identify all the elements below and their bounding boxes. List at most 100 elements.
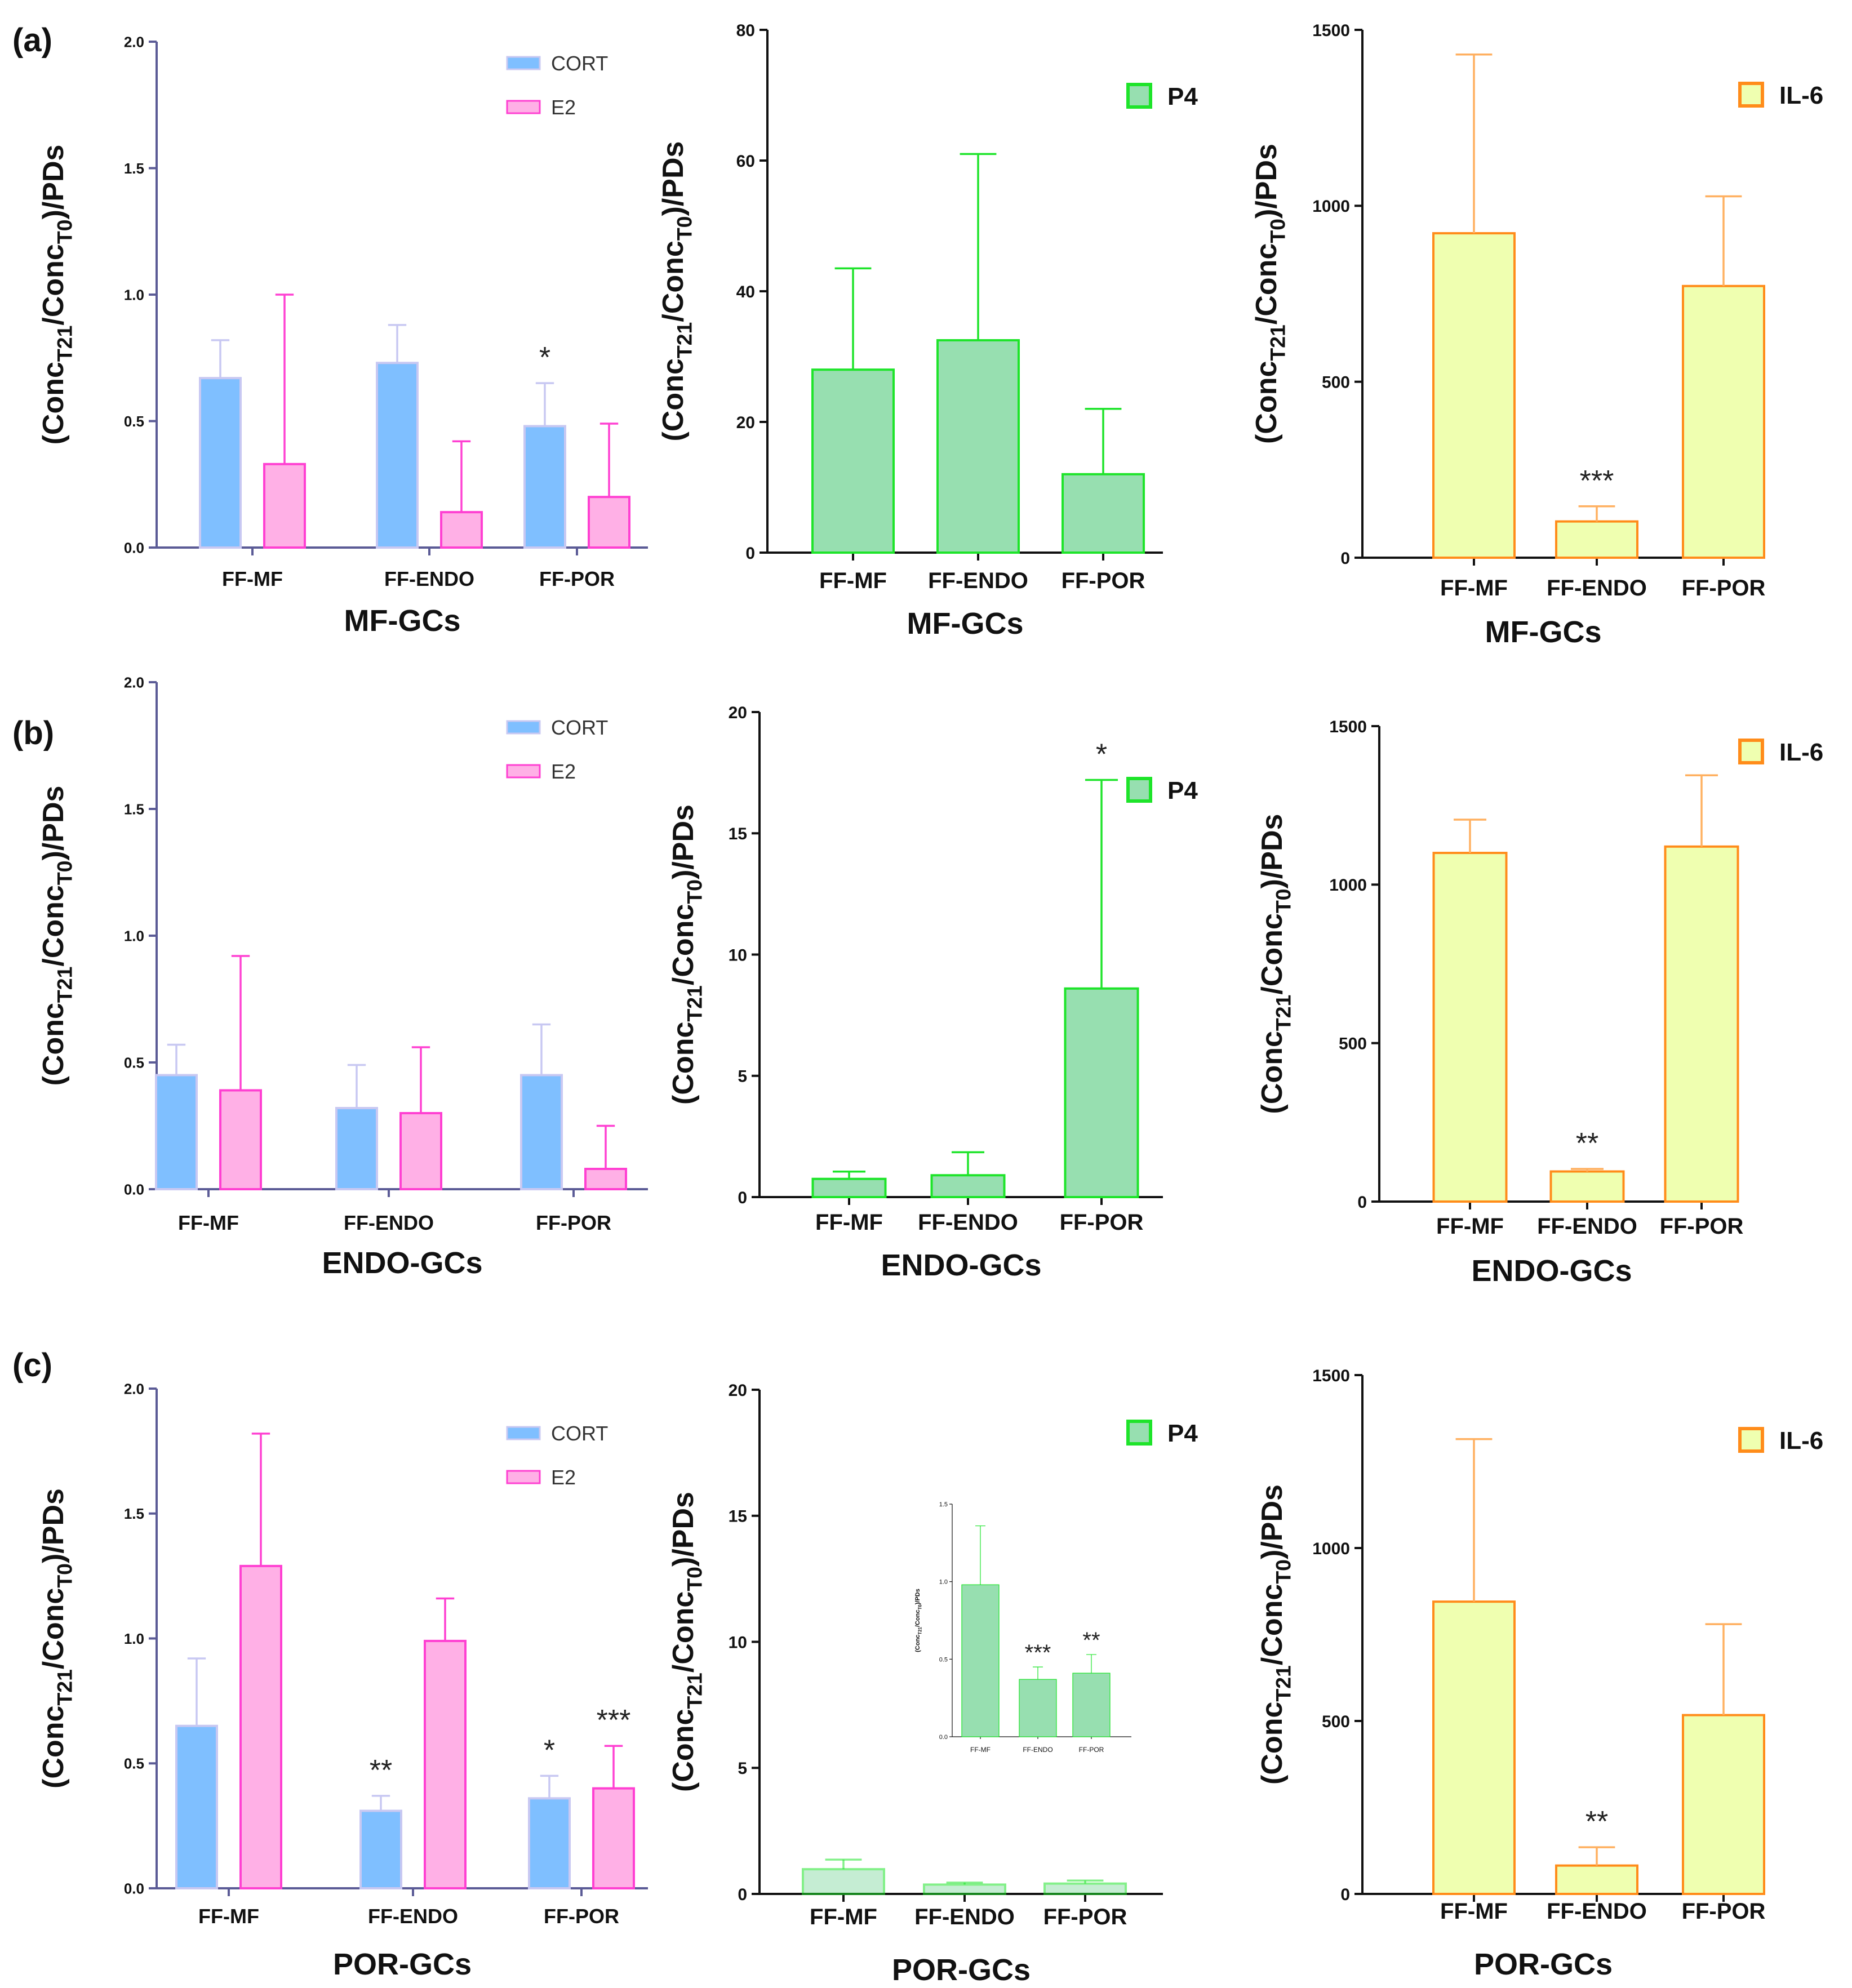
x-tick-label: FF-MF (178, 1211, 239, 1234)
x-tick-label: FF-ENDO (1547, 1899, 1647, 1924)
chart-c-il6: 0 500 1000 1500 FF-MF FF-ENDO FF-POR (ConcT21/C… (1256, 1367, 1823, 1981)
bar-P4-FF-MF (811, 1177, 887, 1198)
y-tick-label: 2.0 (124, 674, 144, 691)
bar-CORT-FF-MF (175, 1724, 218, 1890)
x-tick-label: FF-POR (1060, 1210, 1144, 1235)
bar-CORT-FF-POR (520, 1074, 563, 1190)
bar-E2-FF-POR (592, 1787, 635, 1890)
y-tick-label: 1000 (1329, 876, 1367, 895)
y-tick-label: 0.5 (939, 1656, 948, 1663)
legend-swatch-P4 (1126, 83, 1152, 109)
bar-CORT-FF-MF (155, 1074, 198, 1190)
y-tick-label: 1.0 (124, 1630, 144, 1647)
legend-swatch-P4 (1126, 1420, 1152, 1446)
bar-P4-FF-ENDO (1019, 1679, 1057, 1737)
significance-mark: *** (1580, 465, 1614, 497)
y-tick-label: 1.0 (124, 927, 144, 944)
chart-a-il6: 0 500 1000 1500 FF-MF FF-ENDO FF-POR (ConcT21/C… (1250, 21, 1823, 649)
chart-b-il6: 0 500 1000 1500 FF-MF FF-ENDO FF-POR (ConcT21/C… (1256, 718, 1823, 1288)
y-tick-label: 500 (1322, 1713, 1350, 1731)
legend-label-IL-6: IL-6 (1779, 739, 1823, 766)
y-tick-label: 500 (1322, 373, 1350, 392)
bar-E2-FF-ENDO (424, 1639, 467, 1890)
x-axis-label: POR-GCs (333, 1947, 472, 1981)
x-tick-label: FF-ENDO (1537, 1214, 1637, 1239)
y-tick-label: 500 (1339, 1034, 1367, 1053)
chart-c-p4: 0 5 10 15 20 FF-MF FF-ENDO FF-POR (ConcT21/ConcT… (667, 1381, 1198, 1987)
y-tick-label: 0 (738, 1885, 747, 1904)
legend-swatch-CORT (506, 56, 541, 70)
legend-swatch-E2 (506, 1470, 541, 1484)
legend-label-CORT: CORT (551, 52, 608, 75)
legend: IL-6 (1738, 739, 1823, 766)
bar-P4-FF-ENDO (936, 339, 1020, 554)
legend-swatch-CORT (506, 720, 541, 735)
x-tick-label: FF-POR (1062, 568, 1145, 593)
x-tick-label: FF-ENDO (1547, 576, 1647, 601)
y-tick-label: 1.5 (939, 1501, 948, 1508)
y-tick-label: 1.5 (124, 800, 144, 817)
significance-mark: *** (1025, 1640, 1051, 1665)
bar-IL-6-FF-MF (1432, 852, 1508, 1203)
y-axis-label: (ConcT21/ConcT0)/PDs (667, 1492, 707, 1792)
y-tick-label: 2.0 (124, 1380, 144, 1397)
y-axis-label: (ConcT21/ConcT0)/PDs (667, 804, 707, 1105)
y-axis-label: (ConcT21/ConcT0)/PDs (657, 141, 696, 442)
legend-label-CORT: CORT (551, 1422, 608, 1445)
significance-mark: ** (1082, 1628, 1100, 1653)
y-tick-label: 1500 (1329, 718, 1367, 736)
bar-E2-FF-MF (263, 462, 306, 549)
bar-E2-FF-POR (584, 1168, 627, 1190)
chart-b-p4: 0 5 10 15 20 FF-MF FF-ENDO FF-POR (ConcT21/ConcT… (667, 704, 1198, 1282)
x-axis-label: POR-GCs (1474, 1947, 1613, 1981)
y-tick-label: 15 (729, 1507, 747, 1526)
y-tick-label: 1.5 (124, 160, 144, 177)
legend-swatch-IL-6 (1738, 1427, 1764, 1453)
bar-P4-FF-POR (1072, 1673, 1111, 1737)
y-tick-label: 0 (745, 544, 755, 563)
y-tick-label: 20 (729, 1381, 747, 1400)
legend: P4 (1126, 1420, 1198, 1447)
legend: CORT E2 (506, 1422, 608, 1489)
legend: P4 (1126, 777, 1198, 804)
y-tick-label: 1500 (1312, 21, 1350, 40)
x-tick-label: FF-POR (1682, 576, 1766, 601)
x-tick-label: FF-MF (198, 1905, 259, 1928)
y-tick-label: 0 (1357, 1193, 1367, 1212)
y-tick-label: 80 (736, 21, 755, 40)
x-tick-label: FF-POR (1079, 1746, 1104, 1754)
x-axis-label: MF-GCs (1485, 615, 1602, 649)
bar-CORT-FF-MF (199, 377, 242, 549)
legend-swatch-CORT (506, 1426, 541, 1440)
y-tick-label: 10 (729, 946, 747, 964)
significance-mark: ** (370, 1754, 392, 1787)
chart-c-steroids: 0.0 0.5 1.0 1.5 2.0 FF-MF FF-ENDO FF-POR (ConcT2… (37, 1380, 648, 1981)
x-tick-label: FF-MF (1436, 1214, 1504, 1239)
legend: P4 (1126, 83, 1198, 110)
y-tick-label: 0 (1340, 549, 1350, 568)
legend: IL-6 (1738, 1427, 1823, 1455)
x-axis-label: ENDO-GCs (1471, 1254, 1632, 1288)
legend-label-CORT: CORT (551, 716, 608, 739)
legend-label-IL-6: IL-6 (1779, 82, 1823, 109)
bar-IL-6-FF-ENDO (1549, 1170, 1625, 1203)
legend-swatch-P4 (1126, 777, 1152, 803)
x-tick-label: FF-MF (815, 1210, 883, 1235)
x-tick-label: FF-ENDO (384, 567, 474, 590)
y-tick-label: 0.5 (124, 413, 144, 430)
y-axis-label: (ConcT21/ConcT0)/PDs (1256, 814, 1295, 1114)
x-tick-label: FF-ENDO (368, 1905, 458, 1928)
chart-a-p4: 0 20 40 60 80 FF-MF FF-ENDO FF-POR (ConcT21/Conc… (657, 21, 1198, 641)
chart-a-steroids: 0.0 0.5 1.0 1.5 2.0 FF-MF FF-ENDO FF-POR (ConcT2… (37, 33, 648, 638)
bar-CORT-FF-ENDO (335, 1107, 378, 1190)
x-axis-label: POR-GCs (892, 1953, 1031, 1987)
x-axis-label: MF-GCs (344, 604, 461, 638)
y-tick-label: 15 (729, 825, 747, 843)
significance-mark: ** (1585, 1805, 1608, 1838)
x-tick-label: FF-POR (1043, 1905, 1127, 1929)
x-tick-label: FF-ENDO (918, 1210, 1018, 1235)
legend-swatch-IL-6 (1738, 82, 1764, 108)
bar-IL-6-FF-ENDO (1555, 1864, 1638, 1896)
bar-P4-FF-MF (811, 368, 895, 554)
